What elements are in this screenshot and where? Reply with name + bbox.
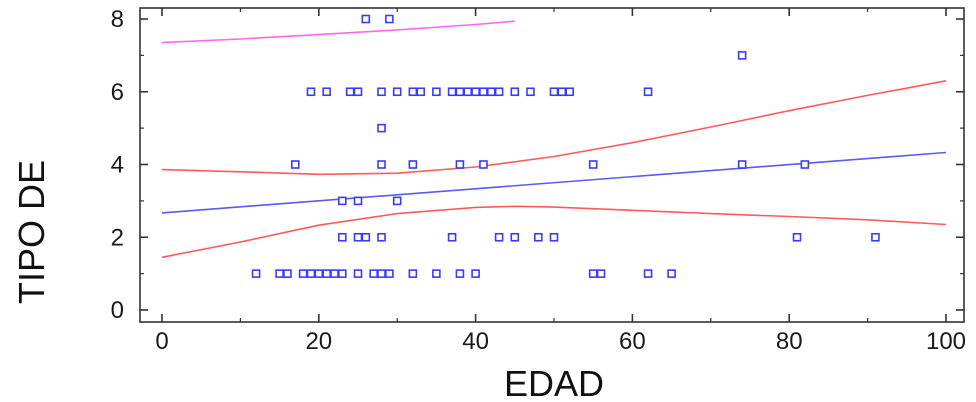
data-point [345,87,355,97]
data-point [353,232,363,242]
data-point [314,269,324,278]
data-point [447,87,457,97]
y-tick-label: 0 [111,297,124,324]
data-point [871,232,880,242]
data-point [479,87,488,97]
data-point [471,87,480,97]
data-point [447,232,457,242]
data-point [306,87,316,97]
y-tick-label: 4 [111,152,124,179]
data-point [588,160,598,169]
data-point [565,87,574,97]
data-point [408,87,418,97]
data-point [322,87,331,97]
data-point [408,160,418,169]
data-point [392,196,402,206]
data-point [737,160,747,169]
data-point [330,269,339,278]
data-point [526,87,535,97]
data-point [471,269,480,278]
data-point [338,196,347,206]
data-point [283,269,292,278]
data-point [432,269,441,278]
data-point [353,269,363,278]
data-point [338,232,347,242]
fit-lines [161,20,947,259]
x-tick-label: 80 [776,328,803,355]
plot-frame [139,7,965,323]
data-point [251,269,261,278]
data-point [385,269,394,278]
data-point [800,160,810,169]
data-point [643,269,653,278]
data-point [486,87,496,97]
data-point [385,14,394,24]
data-point [455,87,465,97]
axes [139,7,965,323]
y-tick-label: 8 [111,6,124,33]
data-point [557,87,567,97]
data-point [353,196,363,206]
data-point [361,232,371,242]
x-tick-label: 40 [462,328,489,355]
upper-confidence-line [161,80,947,176]
data-point [377,232,386,242]
data-point [432,87,441,97]
data-points [251,14,880,278]
data-point [275,269,284,278]
data-point [737,51,747,60]
data-point [377,160,386,169]
y-axis-title: TIPO DE [11,160,52,304]
data-point [463,87,473,97]
x-axis-title: EDAD [504,363,604,402]
data-point [549,87,559,97]
data-point [377,123,386,133]
data-point [643,87,653,97]
data-point [338,269,347,278]
data-point [494,232,504,242]
data-point [377,269,386,278]
x-tick-label: 20 [305,328,332,355]
data-point [792,232,802,242]
data-point [510,232,520,242]
data-point [455,269,465,278]
data-point [408,269,418,278]
upper-prediction-line [161,20,515,44]
data-point [306,269,316,278]
x-tick-label: 60 [619,328,646,355]
data-point [361,14,371,24]
data-point [596,269,606,278]
data-point [667,269,676,278]
data-point [494,87,504,97]
data-point [416,87,426,97]
data-point [377,87,386,97]
tick-labels: 0 20 40 60 80 100 0 2 4 6 8 [111,6,966,355]
y-tick-label: 6 [111,79,124,106]
lower-confidence-line [161,205,947,259]
x-tick-label: 100 [926,328,966,355]
fit-line [161,151,947,214]
data-point [322,269,331,278]
data-point [353,87,363,97]
data-point [298,269,308,278]
data-point [392,87,402,97]
data-point [479,160,488,169]
data-point [549,232,559,242]
y-tick-label: 2 [111,224,124,251]
data-point [510,87,520,97]
data-point [534,232,543,242]
data-point [369,269,378,278]
x-tick-label: 0 [155,328,168,355]
data-point [588,269,598,278]
data-point [290,160,300,169]
data-point [455,160,465,169]
